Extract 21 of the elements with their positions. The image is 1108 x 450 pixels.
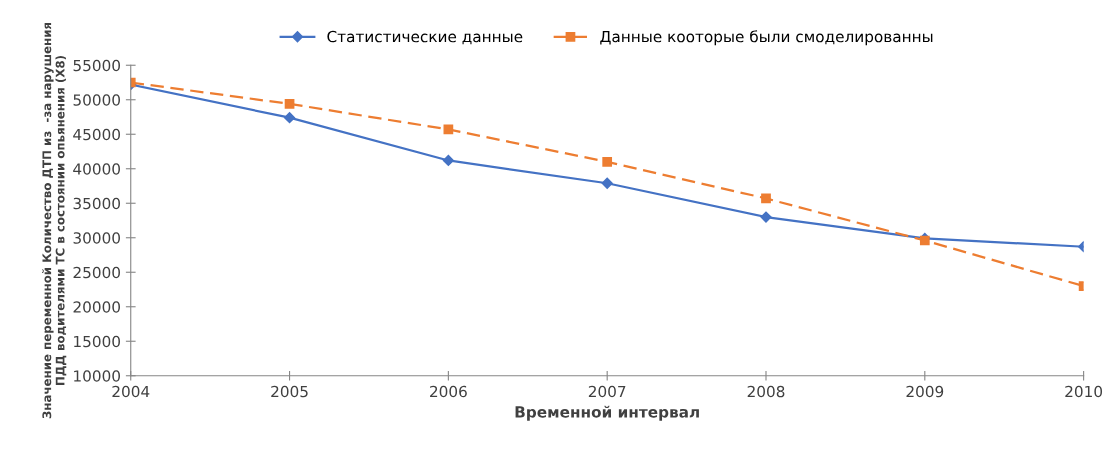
x-axis-title: Временной интервал xyxy=(515,405,699,421)
y-tick-label: 45000 xyxy=(73,128,121,141)
x-tick-label: 2006 xyxy=(430,385,467,398)
y-tick-label: 50000 xyxy=(73,94,121,106)
legend-label: Статистические данные xyxy=(327,30,523,45)
y-tick-label: 15000 xyxy=(74,335,121,348)
x-tick-label: 2004 xyxy=(112,385,150,398)
y-tick-label: 25000 xyxy=(73,266,121,279)
x-tick-label: 2009 xyxy=(906,385,944,398)
y-axis-title: Значение переменной Количество ДТП из -за нарушения ПДД водителями ТС в состоянии опьянения (X8) xyxy=(42,22,67,419)
x-tick-label: 2008 xyxy=(747,385,785,398)
y-tick-label: 40000 xyxy=(73,163,121,175)
legend-label: Данные кооторые были смоделированны xyxy=(600,30,933,46)
x-tick-label: 2007 xyxy=(588,385,626,398)
x-tick-label: 2005 xyxy=(271,385,308,398)
y-tick-label: 35000 xyxy=(73,197,121,210)
y-tick-label: 55000 xyxy=(73,59,121,72)
y-tick-label: 30000 xyxy=(73,232,121,244)
x-tick-label: 2010 xyxy=(1065,385,1103,398)
y-tick-label: 10000 xyxy=(74,370,121,382)
y-tick-label: 20000 xyxy=(73,301,121,313)
